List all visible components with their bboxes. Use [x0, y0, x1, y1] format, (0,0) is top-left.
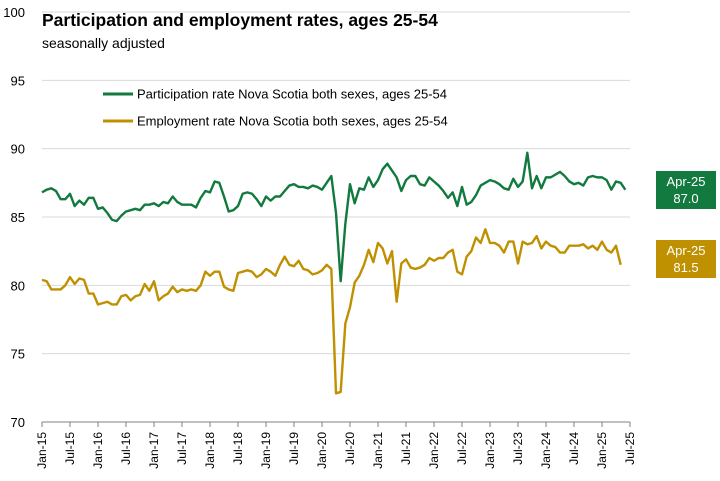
y-tick-label-75: 75 — [11, 347, 25, 362]
participation-callout-value: 87.0 — [673, 191, 699, 206]
participation-callout-date: Apr-25 — [666, 174, 706, 189]
x-tick-label-Jul-24: Jul-24 — [567, 432, 581, 465]
x-tick-label-Jan-24: Jan-24 — [539, 432, 553, 469]
employment-latest-callout: Apr-25 81.5 — [656, 240, 716, 278]
x-tick-label-Jan-19: Jan-19 — [259, 432, 273, 469]
chart-subtitle: seasonally adjusted — [42, 35, 165, 51]
x-tick-label-Jan-25: Jan-25 — [595, 432, 609, 469]
participation-latest-callout: Apr-25 87.0 — [656, 171, 716, 209]
employment-callout-date: Apr-25 — [666, 243, 706, 258]
legend-label-employment: Employment rate Nova Scotia both sexes, … — [137, 114, 448, 129]
y-tick-label-90: 90 — [11, 142, 25, 157]
y-tick-label-100: 100 — [3, 5, 25, 20]
x-tick-label-Jan-17: Jan-17 — [147, 432, 161, 469]
gridlines — [42, 11, 630, 355]
x-tick-label-Jan-23: Jan-23 — [483, 432, 497, 469]
x-tick-label-Jul-18: Jul-18 — [231, 432, 245, 465]
x-tick-label-Jan-15: Jan-15 — [35, 432, 49, 469]
legend-label-participation: Participation rate Nova Scotia both sexe… — [137, 87, 447, 102]
x-tick-label-Jan-18: Jan-18 — [203, 432, 217, 469]
y-axis-ticks: 70 75 80 85 90 95 100 — [3, 5, 25, 430]
x-tick-label-Jul-16: Jul-16 — [119, 432, 133, 465]
x-tick-label-Jul-20: Jul-20 — [343, 432, 357, 465]
y-tick-label-70: 70 — [11, 415, 25, 430]
series-group — [41, 151, 627, 395]
x-tick-label-Jul-15: Jul-15 — [63, 432, 77, 465]
employment-callout-value: 81.5 — [673, 260, 699, 275]
y-tick-label-80: 80 — [11, 278, 25, 293]
x-tick-label-Jan-20: Jan-20 — [315, 432, 329, 469]
x-tick-label-Jul-23: Jul-23 — [511, 432, 525, 465]
legend: Participation rate Nova Scotia both sexe… — [103, 87, 448, 129]
x-tick-label-Jul-22: Jul-22 — [455, 432, 469, 465]
x-tick-label-Jul-17: Jul-17 — [175, 432, 189, 465]
x-tick-label-Jan-21: Jan-21 — [371, 432, 385, 469]
x-tick-label-Jul-19: Jul-19 — [287, 432, 301, 465]
chart-title: Participation and employment rates, ages… — [42, 10, 438, 30]
y-tick-label-85: 85 — [11, 210, 25, 225]
x-tick-label-Jan-16: Jan-16 — [91, 432, 105, 469]
x-tick-label-Jul-21: Jul-21 — [399, 432, 413, 465]
series-line-employment — [41, 228, 622, 395]
x-axis-ticks: Jan-15 Jul-15 Jan-16 Jul-16 Jan-17 Jul-17 Jan-… — [35, 422, 637, 469]
y-tick-label-95: 95 — [11, 73, 25, 88]
x-tick-label-Jul-25: Jul-25 — [623, 432, 637, 465]
x-tick-label-Jan-22: Jan-22 — [427, 432, 441, 469]
series-line-participation — [41, 151, 627, 283]
